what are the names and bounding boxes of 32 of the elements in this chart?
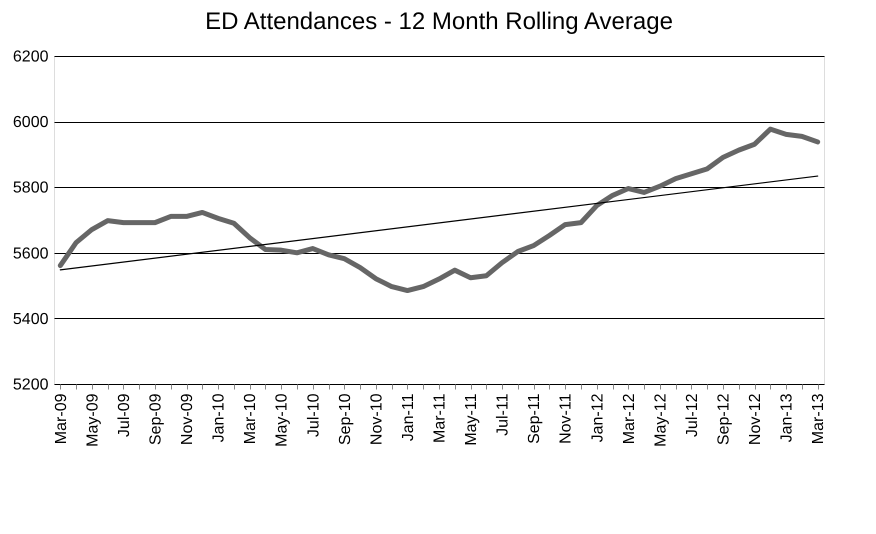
x-tick-label: Sep-11 — [526, 393, 544, 444]
x-tick-label: May-12 — [652, 393, 670, 447]
x-tick-label: Jul-09 — [116, 393, 133, 438]
x-tick-label: Mar-11 — [432, 393, 448, 443]
x-tick-label: Sep-10 — [336, 393, 354, 446]
y-tick-label: 5600 — [12, 245, 49, 262]
x-tick-label: Nov-09 — [179, 393, 196, 446]
chart-title: ED Attendances - 12 Month Rolling Average — [205, 8, 673, 35]
y-tick-label: 5200 — [12, 376, 49, 394]
y-tick-label: 6000 — [12, 114, 49, 132]
x-tick-label: Jan-12 — [589, 393, 606, 442]
x-tick-label: Mar-10 — [242, 393, 260, 444]
x-tick-label: Nov-12 — [747, 393, 764, 446]
x-tick-label: Mar-13 — [810, 393, 828, 444]
x-tick-label: Sep-09 — [147, 393, 164, 446]
x-tick-label: Mar-09 — [52, 393, 70, 444]
x-tick-label: Jan-10 — [210, 393, 228, 442]
x-tick-label: May-10 — [274, 393, 291, 447]
x-tick-label: Jan-13 — [778, 393, 796, 442]
x-tick-label: Jul-10 — [305, 393, 322, 438]
x-tick-label: Nov-11 — [558, 393, 575, 444]
x-tick-label: Jan-11 — [400, 393, 417, 442]
x-tick-label: Mar-12 — [620, 393, 638, 444]
x-tick-label: Nov-10 — [368, 393, 386, 446]
y-tick-label: 5400 — [12, 310, 49, 328]
x-tick-label: May-11 — [463, 393, 480, 446]
x-tick-label: Jul-12 — [684, 393, 701, 438]
y-tick-label: 5800 — [12, 180, 49, 197]
x-tick-label: May-09 — [84, 393, 102, 447]
x-tick-label: Sep-12 — [716, 393, 733, 446]
x-tick-label: Jul-11 — [494, 393, 512, 436]
y-tick-label: 6200 — [12, 48, 49, 66]
